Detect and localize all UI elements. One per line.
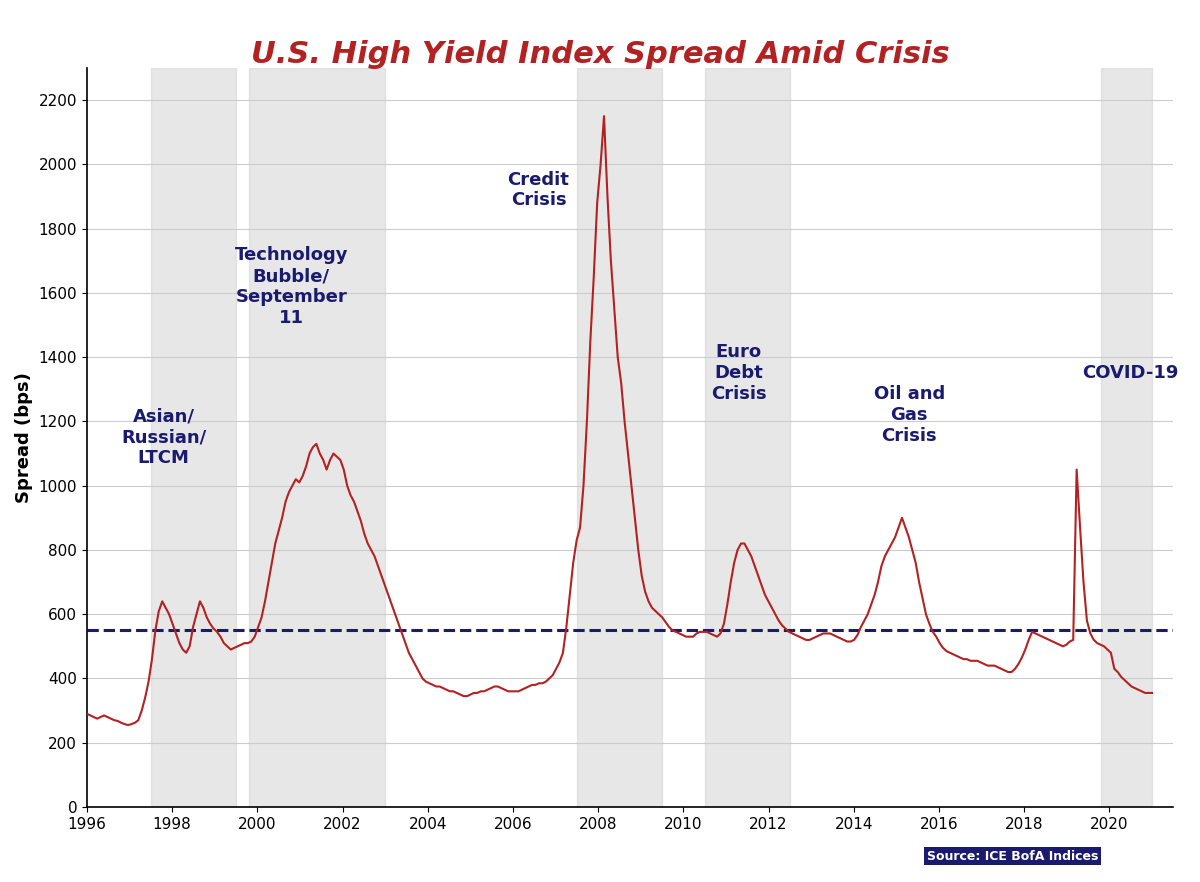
Text: Technology
Bubble/
September
11: Technology Bubble/ September 11 — [235, 246, 348, 326]
Text: COVID-19: COVID-19 — [1082, 364, 1178, 382]
Y-axis label: Spread (bps): Spread (bps) — [14, 372, 34, 503]
Bar — [1100, 68, 1152, 807]
Bar — [151, 68, 236, 807]
Bar — [704, 68, 790, 807]
Bar — [248, 68, 385, 807]
Text: Euro
Debt
Crisis: Euro Debt Crisis — [710, 343, 767, 403]
Text: Source: ICE BofA Indices: Source: ICE BofA Indices — [926, 849, 1098, 863]
Text: Oil and
Gas
Crisis: Oil and Gas Crisis — [874, 385, 944, 445]
Text: Asian/
Russian/
LTCM: Asian/ Russian/ LTCM — [121, 407, 206, 467]
Text: U.S. High Yield Index Spread Amid Crisis: U.S. High Yield Index Spread Amid Crisis — [251, 40, 949, 69]
Text: Credit
Crisis: Credit Crisis — [508, 170, 570, 209]
Bar — [577, 68, 662, 807]
